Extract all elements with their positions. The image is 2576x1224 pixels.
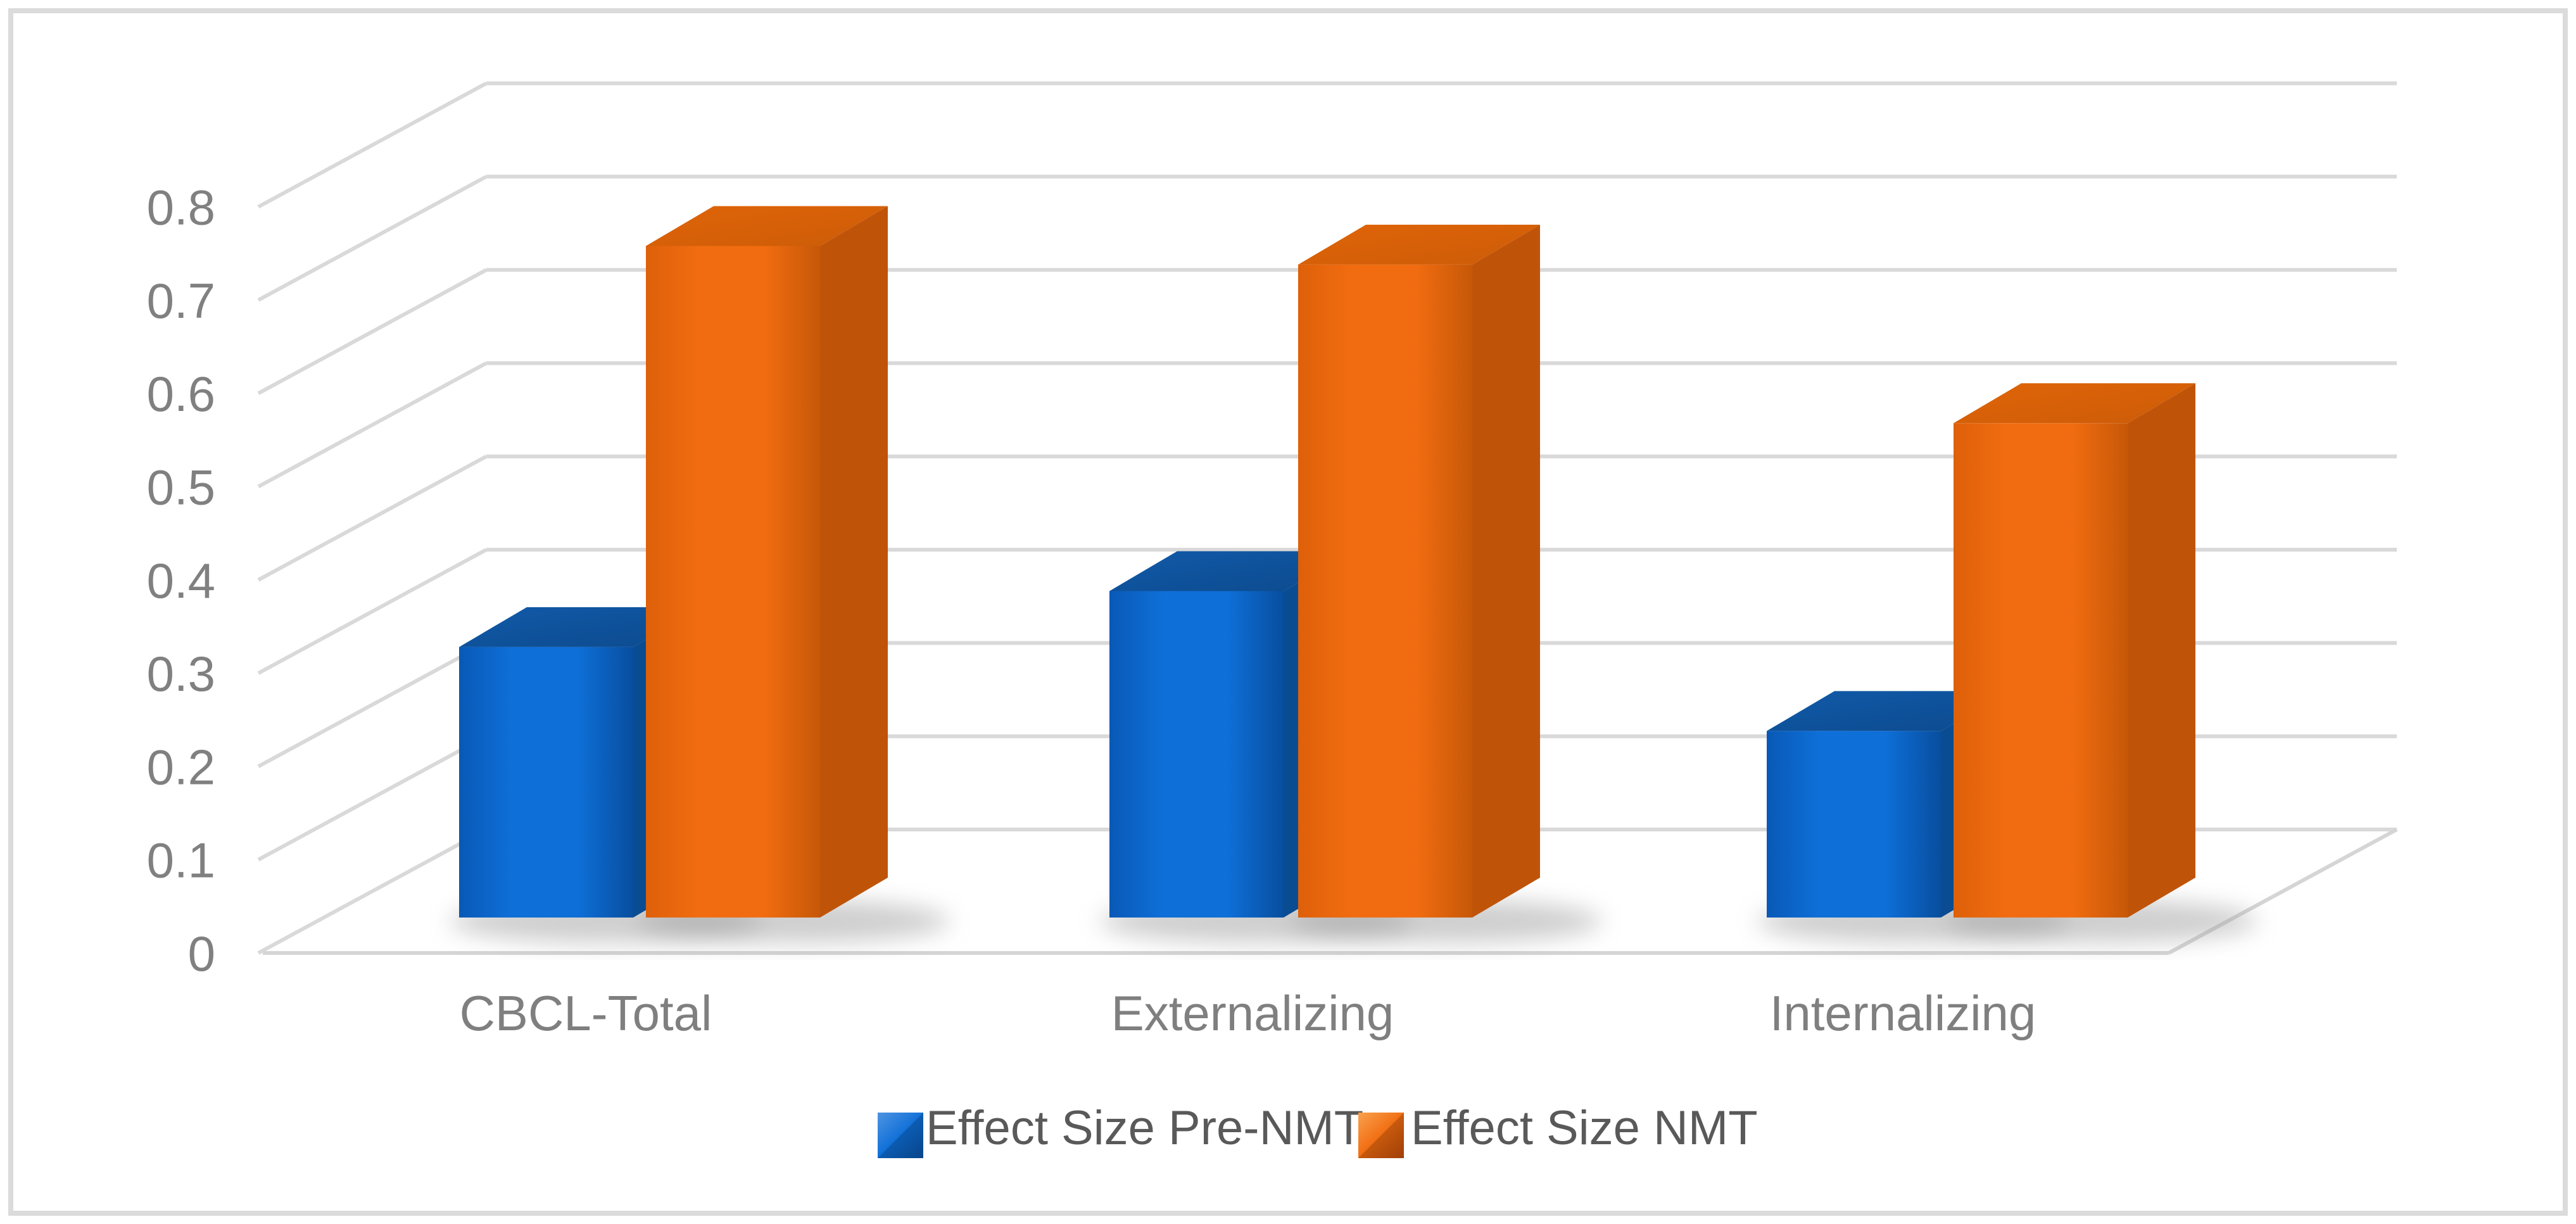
y-tick-label-0.1: 0.1 xyxy=(147,833,215,888)
legend-marker-facet xyxy=(878,1113,923,1158)
bar-effect-size-nmt-cbcl-total xyxy=(646,206,888,918)
category-label-cbcl-total: CBCL-Total xyxy=(460,985,712,1041)
bar-front-face xyxy=(646,246,820,918)
gridline-diagonal-0 xyxy=(257,828,488,955)
legend-item-effect-size-pre-nmt: Effect Size Pre-NMT xyxy=(878,1101,1363,1158)
legend-marker-effect-size-nmt xyxy=(1358,1113,1404,1158)
bar-top-face xyxy=(459,607,701,647)
bar-front-face xyxy=(1767,731,1941,918)
gridline-diagonal-0.3 xyxy=(257,548,488,675)
bar-top-face xyxy=(1954,383,2195,424)
y-tick-label-0.7: 0.7 xyxy=(147,273,215,329)
legend-item-effect-size-nmt: Effect Size NMT xyxy=(1358,1101,1758,1158)
legend-marker-facet xyxy=(1358,1113,1404,1158)
bar-side-face xyxy=(820,206,888,918)
bar-front-face xyxy=(1954,423,2128,918)
bar-front-face xyxy=(1109,591,1284,918)
bars-layer xyxy=(459,206,2195,918)
category-labels: CBCL-Total Externalizing Internalizing xyxy=(460,985,2036,1041)
y-tick-label-0.6: 0.6 xyxy=(147,366,215,422)
gridline-diagonal-0.1 xyxy=(257,735,488,862)
y-axis-tick-labels: 0 0.1 0.2 0.3 0.4 0.5 0.6 0.7 0.8 xyxy=(147,180,215,981)
bar-front-face xyxy=(459,647,633,918)
gridline-diagonal-0.6 xyxy=(257,268,488,395)
bar-top-face xyxy=(1109,551,1351,591)
y-tick-label-0.5: 0.5 xyxy=(147,460,215,515)
gridline-diagonal-0.2 xyxy=(257,641,488,769)
y-tick-label-0.4: 0.4 xyxy=(147,553,215,609)
legend: Effect Size Pre-NMT Effect Size NMT xyxy=(878,1101,1758,1158)
y-tick-label-0.8: 0.8 xyxy=(147,180,215,236)
bar-effect-size-nmt-externalizing xyxy=(1298,224,1540,918)
legend-label-effect-size-nmt: Effect Size NMT xyxy=(1411,1101,1758,1155)
bar-side-face xyxy=(1472,224,1540,918)
gridline-diagonal-0.4 xyxy=(257,455,488,582)
bar-top-face xyxy=(646,206,888,246)
y-tick-label-0.2: 0.2 xyxy=(147,739,215,795)
category-label-internalizing: Internalizing xyxy=(1770,985,2036,1041)
bar-side-face xyxy=(2128,383,2195,918)
legend-marker-effect-size-pre-nmt xyxy=(878,1113,923,1158)
category-label-externalizing: Externalizing xyxy=(1111,985,1394,1041)
bar-effect-size-nmt-internalizing xyxy=(1954,383,2195,918)
legend-label-effect-size-pre-nmt: Effect Size Pre-NMT xyxy=(926,1101,1363,1155)
bar-front-face xyxy=(1298,264,1472,918)
bar-top-face xyxy=(1767,691,2009,731)
y-tick-label-0.3: 0.3 xyxy=(147,646,215,702)
gridline-diagonal-0.5 xyxy=(257,361,488,489)
y-tick-label-0: 0 xyxy=(188,926,215,981)
bar-top-face xyxy=(1298,224,1540,265)
gridline-diagonal-0.7 xyxy=(257,175,488,302)
gridline-diagonal-0.8 xyxy=(257,81,488,209)
